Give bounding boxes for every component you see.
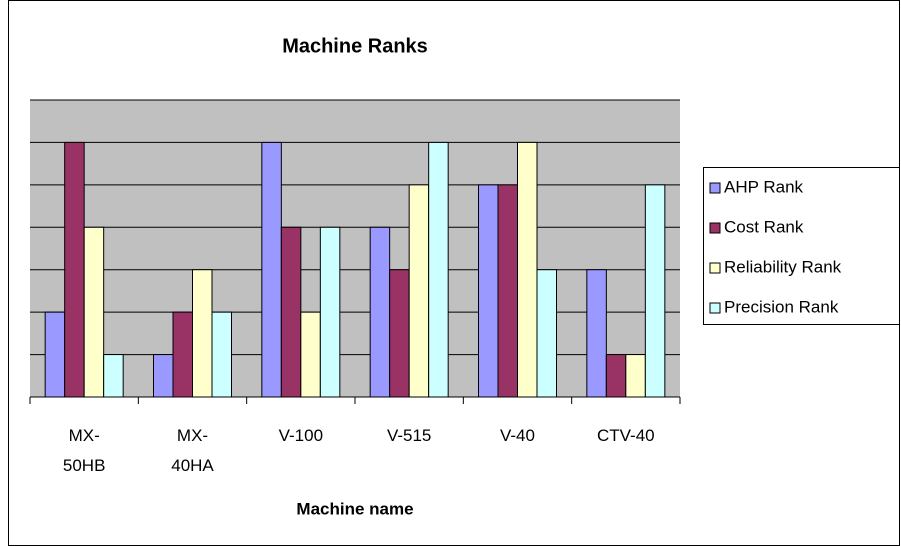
legend-swatch — [709, 182, 721, 194]
bar — [605, 354, 627, 398]
legend-label: Cost Rank — [724, 217, 804, 236]
bar — [261, 141, 282, 398]
bar — [644, 184, 666, 398]
bar — [44, 311, 66, 398]
bar — [586, 269, 607, 398]
x-tick-label: V-40 — [500, 426, 535, 445]
chart-title: Machine Ranks — [282, 35, 428, 57]
bar — [536, 269, 557, 398]
plot-area — [30, 100, 680, 397]
bar — [64, 141, 85, 398]
bar — [103, 354, 124, 398]
legend-label: Reliability Rank — [724, 257, 842, 276]
legend-box — [703, 167, 900, 325]
bar — [408, 184, 430, 398]
x-tick-label: V-100 — [278, 426, 324, 445]
bar — [83, 226, 105, 398]
bar — [153, 354, 174, 398]
bar — [497, 184, 518, 398]
legend-swatch — [709, 302, 721, 314]
bar — [280, 226, 302, 398]
bar — [172, 311, 193, 398]
x-tick-label: V-515 — [386, 426, 432, 445]
legend-label: AHP Rank — [724, 177, 804, 196]
bar — [625, 354, 646, 398]
legend-swatch — [709, 222, 721, 234]
bar — [369, 226, 391, 398]
bar — [192, 269, 213, 398]
x-tick-label: MX-50HB — [62, 426, 106, 475]
legend-label: Precision Rank — [724, 297, 839, 316]
bar — [211, 311, 232, 398]
x-axis-title: Machine name — [296, 499, 413, 518]
legend-swatch — [709, 262, 721, 274]
bar — [517, 141, 538, 398]
bar — [428, 141, 449, 398]
bar — [319, 226, 341, 398]
bar — [300, 311, 321, 398]
x-tick-label: MX-40HA — [171, 426, 214, 475]
bar — [478, 184, 499, 398]
bar — [389, 269, 410, 398]
x-tick-label: CTV-40 — [597, 426, 655, 445]
